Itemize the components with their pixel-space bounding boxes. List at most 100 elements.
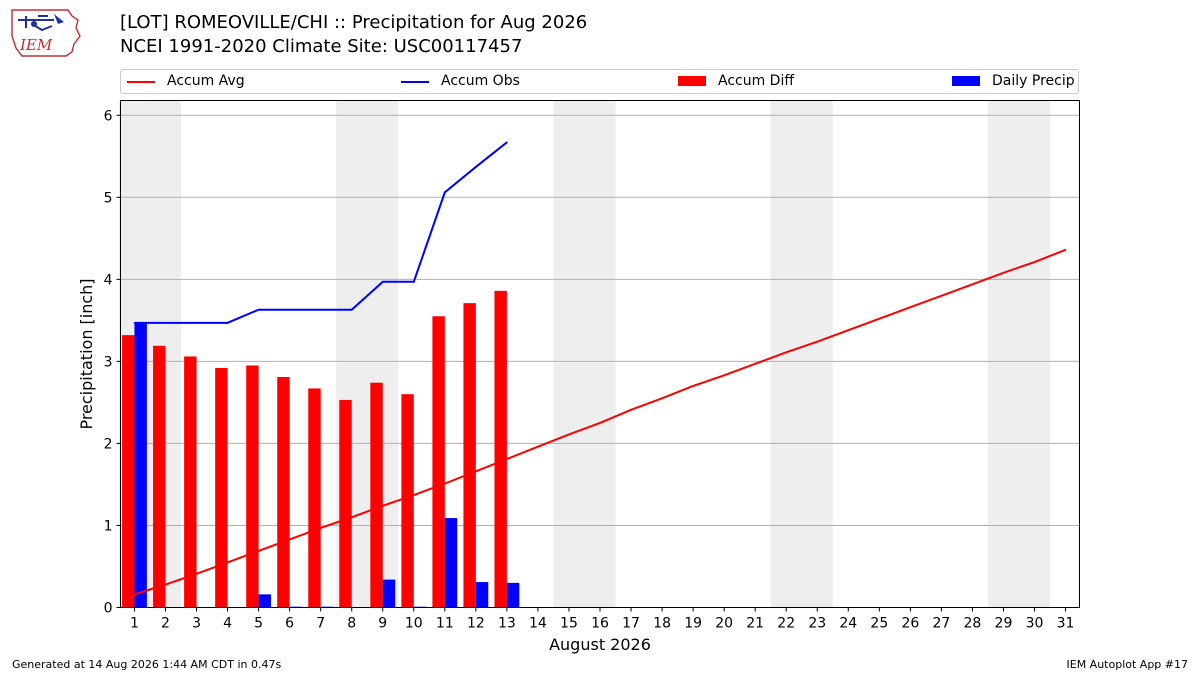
- line-accum-obs-point-10: [412, 281, 415, 283]
- line-accum-avg-point-29: [1002, 271, 1005, 274]
- line-accum-obs-point-5: [257, 308, 260, 311]
- line-accum-avg-point-6: [288, 538, 291, 541]
- bar-daily-precip-9: [382, 579, 396, 608]
- legend-label-accum-avg: Accum Avg: [167, 73, 245, 89]
- x-tick-label-1: 1: [130, 616, 139, 632]
- bar-daily-precip-13: [506, 582, 520, 608]
- x-tick-label-4: 4: [223, 616, 232, 632]
- chart-subtitle: NCEI 1991-2020 Climate Site: USC00117457: [120, 36, 523, 57]
- y-axis-label: Precipitation [inch]: [77, 278, 96, 429]
- line-accum-avg-point-2: [164, 583, 167, 586]
- weekend-shade-3: [553, 100, 616, 608]
- bar-daily-precip-11: [444, 518, 458, 608]
- x-tick-label-25: 25: [870, 616, 888, 632]
- x-axis-label: August 2026: [549, 635, 651, 654]
- x-tick-label-30: 30: [1026, 616, 1044, 632]
- line-accum-obs-point-3: [195, 322, 198, 324]
- line-accum-obs-point-9: [381, 281, 384, 283]
- line-accum-obs-point-7: [319, 308, 322, 311]
- line-accum-avg-point-7: [319, 527, 322, 529]
- footer-generated: Generated at 14 Aug 2026 1:44 AM CDT in …: [12, 658, 282, 671]
- x-tick-label-15: 15: [560, 616, 578, 632]
- x-tick-label-23: 23: [808, 616, 826, 632]
- line-accum-avg-point-23: [816, 340, 819, 343]
- line-accum-avg-point-4: [226, 561, 229, 564]
- x-tick-label-2: 2: [161, 616, 170, 632]
- x-tick-label-14: 14: [529, 616, 547, 632]
- legend-swatch-daily-precip: [952, 76, 980, 86]
- line-accum-avg-point-22: [785, 351, 788, 354]
- x-tick-label-27: 27: [932, 616, 950, 632]
- y-tick-label-3: 3: [104, 354, 113, 370]
- x-tick-label-16: 16: [591, 616, 609, 632]
- logo-text: IEM: [19, 36, 53, 54]
- line-accum-avg-point-25: [878, 317, 881, 320]
- line-accum-obs-point-6: [288, 308, 291, 311]
- line-accum-avg-point-27: [940, 294, 943, 297]
- line-accum-avg-point-20: [723, 374, 725, 377]
- bar-accum-diff-1: [122, 335, 135, 608]
- legend-swatch-accum-obs: [401, 81, 429, 83]
- bar-daily-precip-1: [134, 322, 147, 608]
- y-tick-label-0: 0: [104, 601, 113, 617]
- legend-label-accum-obs: Accum Obs: [441, 73, 520, 89]
- line-accum-avg-point-11: [444, 482, 446, 485]
- line-accum-obs-point-8: [350, 308, 353, 311]
- series-lines: [133, 141, 1067, 596]
- x-tick-label-31: 31: [1057, 616, 1075, 632]
- x-tick-label-12: 12: [467, 616, 485, 632]
- line-accum-avg-point-1: [133, 593, 136, 596]
- bars: [122, 290, 520, 608]
- x-tick-label-21: 21: [746, 616, 764, 632]
- bar-accum-diff-8: [339, 399, 352, 608]
- line-accum-avg-point-21: [754, 363, 756, 365]
- x-tick-label-7: 7: [316, 616, 325, 632]
- legend-label-accum-diff: Accum Diff: [718, 73, 795, 89]
- line-accum-avg-point-3: [195, 573, 198, 575]
- legend-swatch-accum-diff: [678, 76, 706, 86]
- bar-accum-diff-12: [463, 303, 476, 608]
- line-accum-avg-point-12: [475, 470, 477, 473]
- legend-swatch-accum-avg: [127, 81, 155, 83]
- weekend-shade-5: [987, 100, 1051, 608]
- x-tick-label-29: 29: [995, 616, 1013, 632]
- y-tick-label-5: 5: [104, 190, 113, 206]
- bar-accum-diff-6: [277, 376, 290, 608]
- bar-accum-diff-4: [215, 367, 228, 608]
- line-accum-avg-point-13: [506, 458, 508, 460]
- y-tick-label-2: 2: [104, 436, 113, 452]
- line-accum-avg-point-26: [909, 306, 912, 309]
- line-accum-avg-point-15: [568, 433, 570, 436]
- line-accum-obs-point-13: [506, 141, 508, 144]
- x-tick-label-9: 9: [378, 616, 387, 632]
- line-accum-obs-point-11: [444, 191, 446, 194]
- bar-accum-diff-7: [308, 388, 321, 608]
- bar-accum-diff-5: [246, 365, 259, 608]
- line-accum-avg-point-9: [381, 504, 384, 507]
- line-accum-avg-point-31: [1064, 249, 1067, 251]
- line-accum-avg-point-10: [412, 494, 415, 496]
- x-tick-label-24: 24: [839, 616, 857, 632]
- line-accum-obs-point-2: [164, 322, 167, 324]
- footer-app: IEM Autoplot App #17: [1066, 658, 1189, 671]
- line-accum-obs-point-1: [133, 322, 136, 324]
- line-accum-avg-point-24: [847, 329, 850, 332]
- line-accum-avg-point-18: [661, 397, 663, 400]
- bar-daily-precip-12: [475, 582, 489, 608]
- y-tick-label-4: 4: [104, 272, 113, 288]
- line-accum-avg-point-19: [692, 385, 694, 387]
- line-accum-avg-point-5: [257, 550, 260, 552]
- bar-daily-precip-5: [258, 594, 272, 608]
- line-accum-avg-point-30: [1033, 261, 1036, 263]
- line-accum-avg-point-17: [630, 408, 632, 411]
- bar-accum-diff-2: [153, 345, 166, 608]
- bar-accum-diff-10: [401, 394, 414, 608]
- x-tick-label-11: 11: [436, 616, 454, 632]
- legend-label-daily-precip: Daily Precip: [992, 73, 1075, 89]
- bar-accum-diff-13: [494, 290, 507, 608]
- iem-logo: IEM: [8, 6, 82, 58]
- line-accum-avg-point-8: [350, 516, 353, 519]
- x-tick-label-5: 5: [254, 616, 263, 632]
- x-tick-label-26: 26: [901, 616, 919, 632]
